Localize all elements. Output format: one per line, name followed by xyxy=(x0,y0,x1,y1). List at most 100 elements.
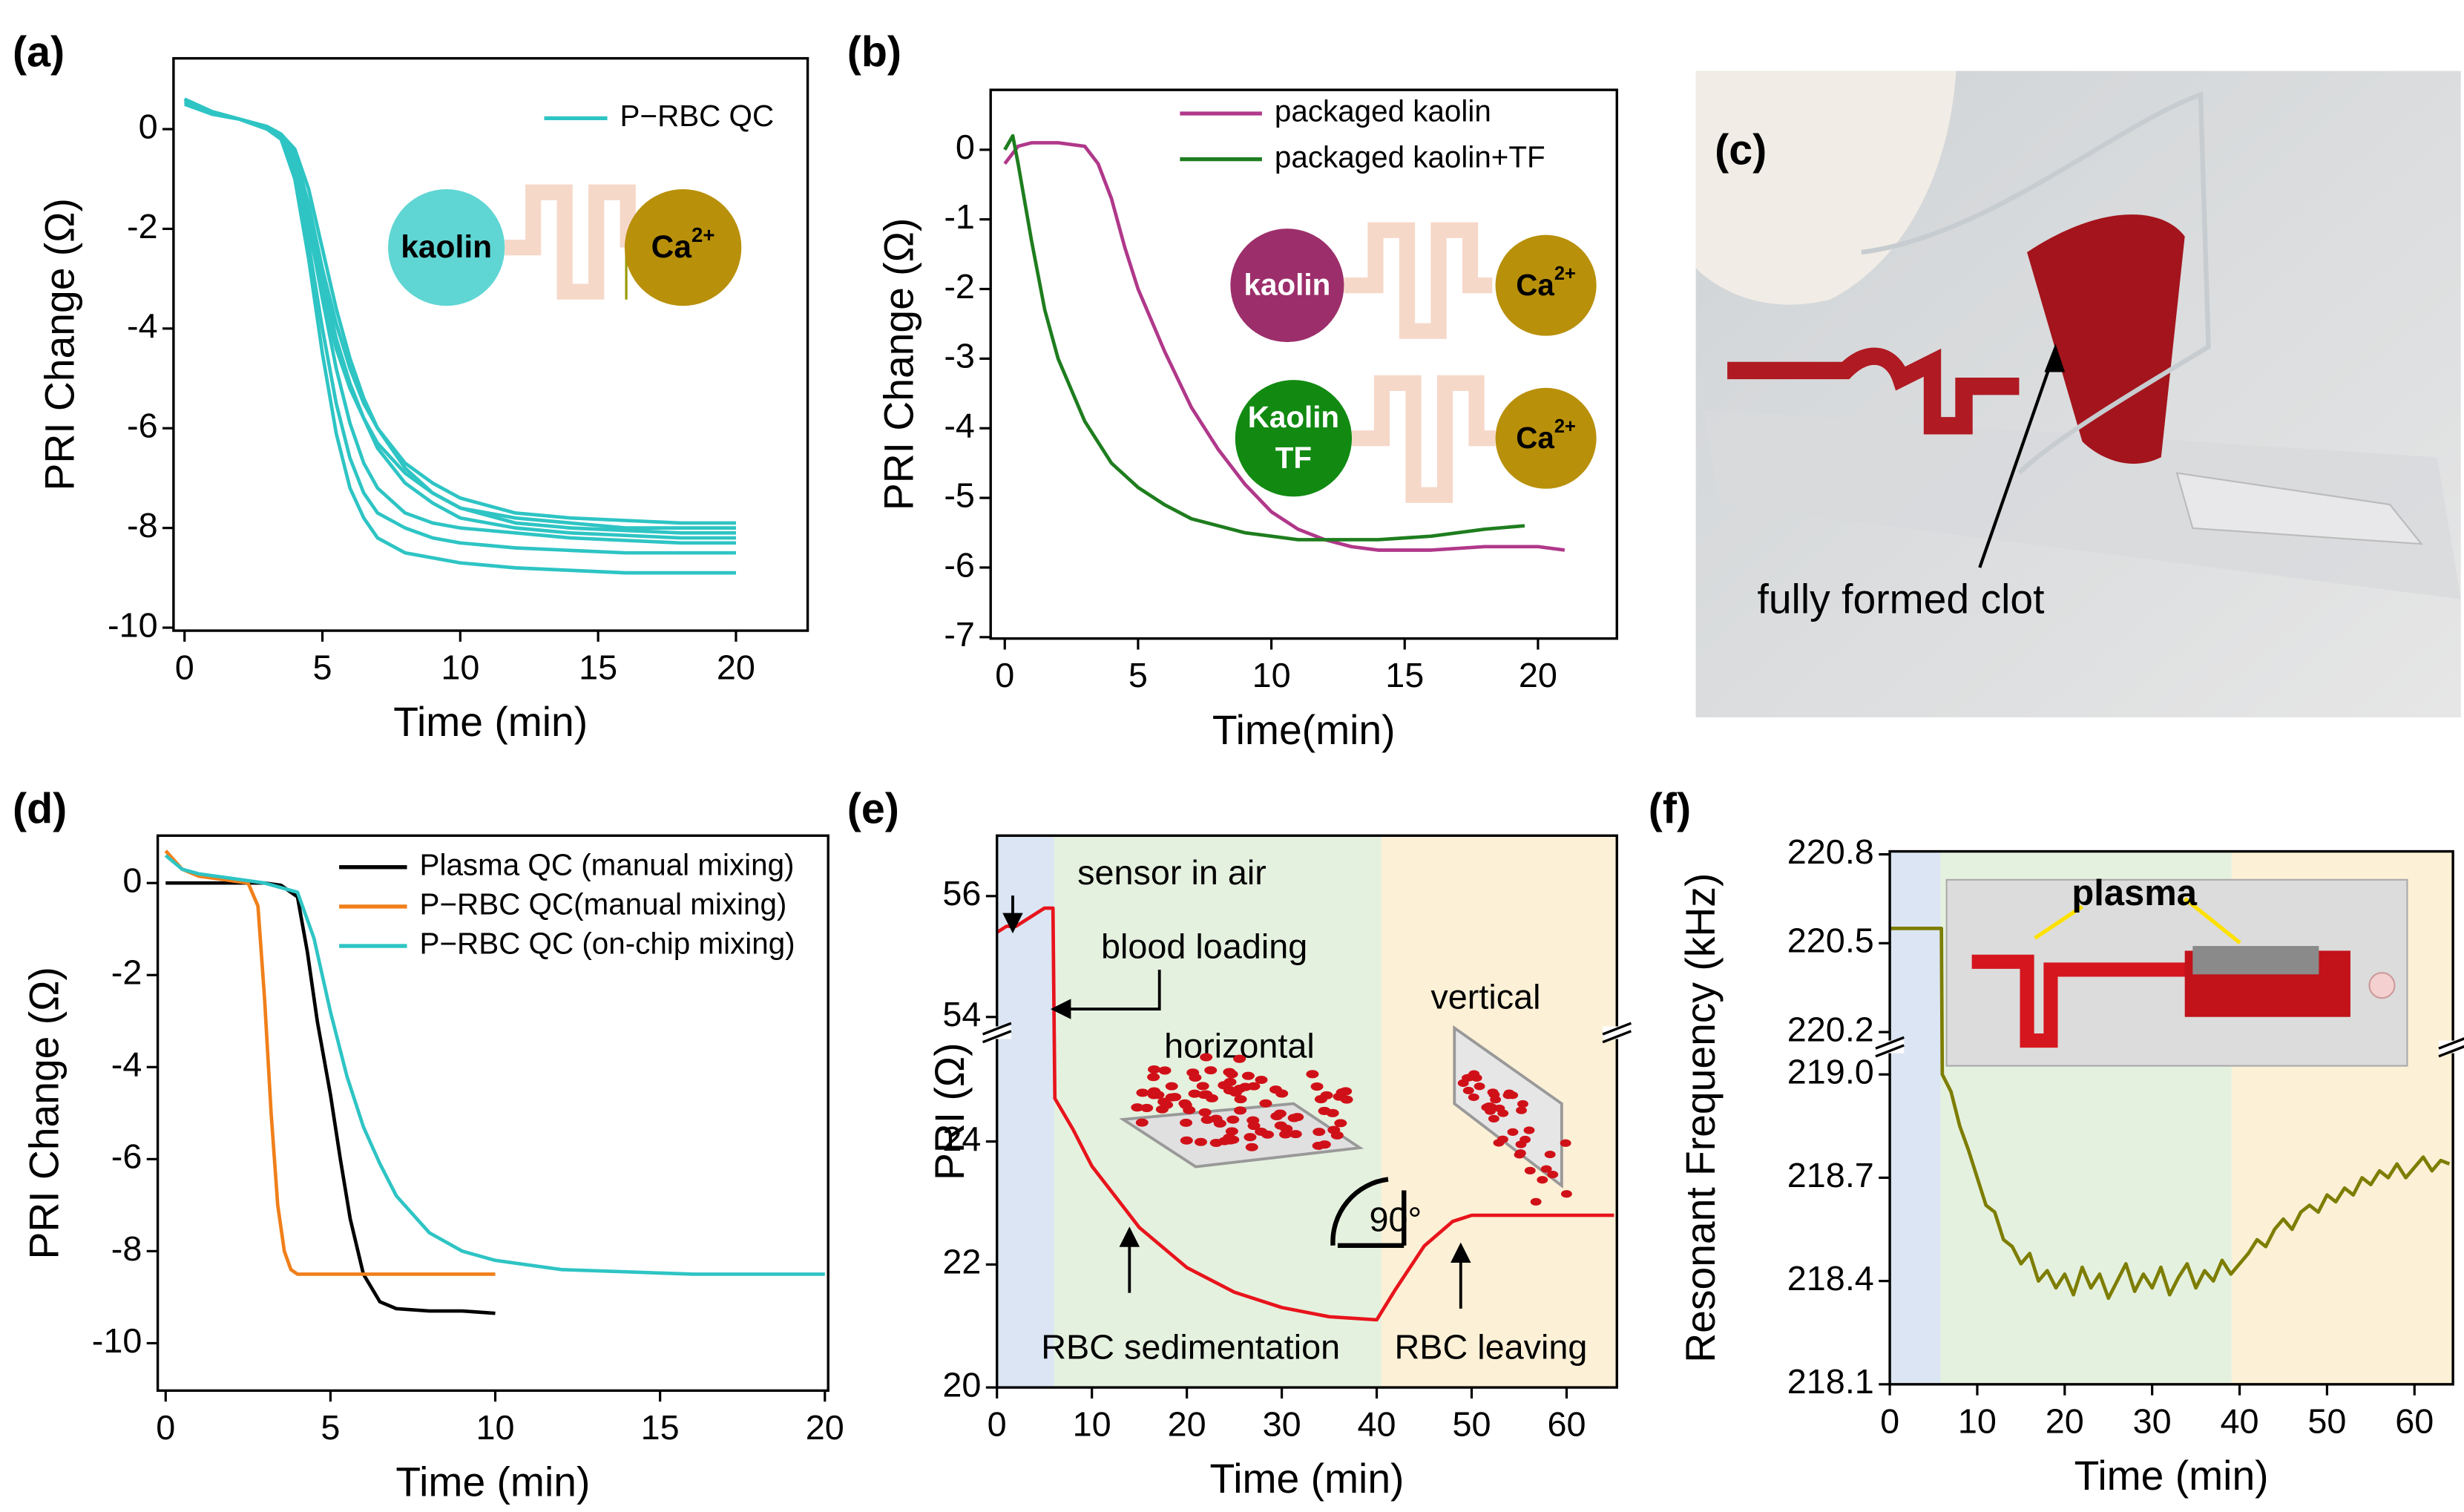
y-axis-title: PRI Change (Ω) xyxy=(876,218,922,510)
rbc xyxy=(1259,1099,1272,1108)
x-tick-label: 15 xyxy=(1385,656,1424,694)
rotation xyxy=(1330,1177,1407,1249)
x-tick-label: 30 xyxy=(1263,1405,1301,1444)
rbc xyxy=(1524,1166,1536,1174)
x-tick-label: 20 xyxy=(806,1408,844,1447)
y-tick-label: -2 xyxy=(127,207,158,246)
rbc xyxy=(1238,1082,1252,1091)
data-line xyxy=(183,97,736,575)
inset-label: Kaolin xyxy=(1248,400,1339,434)
y-tick-label: 0 xyxy=(122,861,142,900)
rbc xyxy=(1247,1122,1261,1131)
x-tick-label: 5 xyxy=(1128,656,1148,694)
ion-charge: 2+ xyxy=(1554,263,1576,284)
axis-break xyxy=(1875,1036,1905,1058)
outlet xyxy=(2368,972,2396,999)
inset-label: kaolin xyxy=(401,230,492,265)
rbc xyxy=(1241,1071,1255,1080)
inset-b: kaolin Ca2+ Kaolin TF Ca2+ xyxy=(1230,222,1597,503)
x-tick-label: 20 xyxy=(1519,656,1557,694)
rbc xyxy=(1136,1088,1149,1097)
annotation: vertical xyxy=(1430,978,1540,1016)
inset-label: Ca2+ xyxy=(1516,263,1576,302)
arrow-head xyxy=(2044,344,2066,372)
rbc xyxy=(1334,1119,1347,1128)
rbc xyxy=(1463,1074,1475,1082)
rbc xyxy=(1234,1106,1247,1115)
rbc xyxy=(1183,1105,1196,1114)
panel-label: (c) xyxy=(1715,126,1767,174)
rbc xyxy=(1158,1066,1172,1075)
data-line xyxy=(183,97,736,525)
x-tick-label: 40 xyxy=(2221,1401,2259,1440)
y-tick-label: 218.4 xyxy=(1787,1259,1874,1298)
x-tick-label: 50 xyxy=(2307,1401,2346,1440)
red-channel xyxy=(1727,347,2020,435)
x-tick-label: 10 xyxy=(1073,1405,1111,1444)
axis-break xyxy=(982,1022,1012,1044)
rbc xyxy=(1514,1151,1525,1159)
y-tick-label: 0 xyxy=(139,107,158,145)
y-axis-title: PRI Change (Ω) xyxy=(21,967,67,1259)
rbc xyxy=(1457,1079,1469,1087)
y-tick-label: -2 xyxy=(111,953,142,992)
data-line xyxy=(164,854,825,1276)
rbc xyxy=(1255,1075,1268,1085)
panel: 0 5 10 15 20 0 -1 -2 -3 -4 -5 -6 -7 packaged kaolin pa… xyxy=(847,29,1618,753)
arrow xyxy=(2184,897,2241,944)
legend-label: packaged kaolin+TF xyxy=(1275,139,1545,174)
x-tick-label: 15 xyxy=(579,648,617,687)
rbc xyxy=(1314,1095,1327,1104)
channel xyxy=(1344,222,1493,339)
data-line xyxy=(1890,927,2451,1301)
x-tick-label: 0 xyxy=(175,648,194,687)
annotation: RBC leaving xyxy=(1394,1327,1587,1366)
y-tick-label: -6 xyxy=(944,545,975,584)
data-line xyxy=(183,97,736,555)
data-line xyxy=(183,97,736,540)
rbc xyxy=(1330,1131,1344,1140)
rbc xyxy=(1148,1065,1161,1074)
rbc xyxy=(1178,1099,1192,1108)
rbc xyxy=(1340,1095,1353,1104)
y-tick-label: 0 xyxy=(956,128,975,166)
x-tick-label: 0 xyxy=(1880,1401,1899,1440)
y-tick-label: -5 xyxy=(944,476,975,514)
x-axis-title: Time (min) xyxy=(393,699,588,745)
legend-label: Plasma QC (manual mixing) xyxy=(420,847,795,881)
y-tick-label: -2 xyxy=(944,267,975,306)
rbc xyxy=(1234,1095,1247,1104)
rbc xyxy=(1223,1085,1236,1094)
plot-frame xyxy=(989,88,1618,640)
rbc xyxy=(1189,1073,1202,1082)
panel-label: (d) xyxy=(13,786,67,833)
y-tick-label: 22 xyxy=(942,1243,981,1281)
y-tick-label: -3 xyxy=(944,337,975,375)
legend-label: P−RBC QC(manual mixing) xyxy=(420,887,787,921)
arrow xyxy=(1978,349,2057,568)
rbc xyxy=(1151,1091,1165,1100)
arrow-head xyxy=(1002,913,1023,934)
rbc xyxy=(1530,1197,1542,1206)
rbc xyxy=(1223,1068,1236,1077)
y-tick-label: -4 xyxy=(127,306,158,345)
kaolin-circle xyxy=(1230,229,1344,343)
y-tick-label: 219.0 xyxy=(1787,1053,1874,1091)
x-tick-label: 20 xyxy=(1168,1405,1206,1444)
panel: 0 5 10 15 20 0 -2 -4 -6 -8 -10 P−RBC QC Time (min) PR… xyxy=(13,29,809,745)
x-axis-title: Time (min) xyxy=(395,1459,590,1505)
inset-label: plasma xyxy=(2072,873,2197,913)
decor-e xyxy=(1002,895,1572,1309)
x-axis-title: Time (min) xyxy=(1210,1456,1405,1502)
photo-c: fully formed clot (c) xyxy=(1695,70,2461,717)
rbc xyxy=(1200,1053,1213,1062)
rbc xyxy=(1261,1130,1275,1139)
channel xyxy=(1352,375,1496,503)
rbc xyxy=(1275,1089,1289,1098)
data-line xyxy=(1003,141,1566,552)
axis-break xyxy=(2438,1037,2464,1058)
ion-charge: 2+ xyxy=(691,223,715,246)
ion: Ca xyxy=(1516,267,1554,301)
rbc xyxy=(1497,1135,1508,1143)
